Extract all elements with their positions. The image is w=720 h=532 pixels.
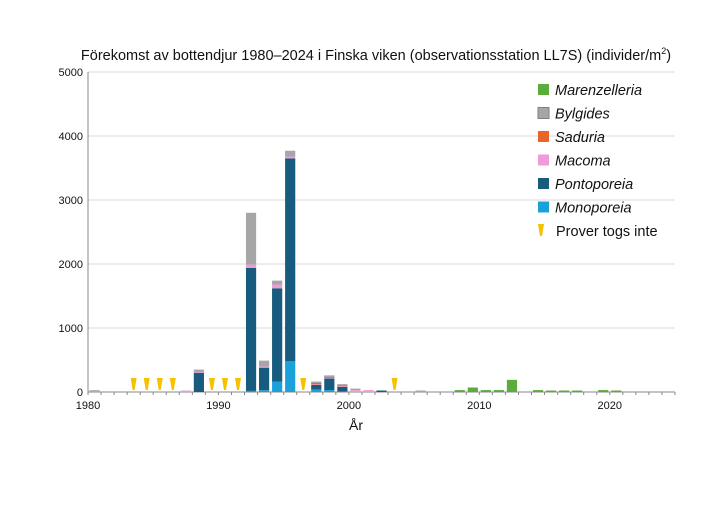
bars (89, 150, 622, 392)
bar-segment-marenzelleria (545, 390, 557, 392)
no-sample-marker (300, 378, 307, 390)
bar-segment-macoma (363, 390, 374, 392)
chart-title-close: ) (666, 48, 671, 64)
bar-segment-pontoporeia (311, 384, 322, 390)
legend-label: Pontoporeia (555, 177, 633, 193)
gridlines (88, 71, 675, 329)
bar-segment-macoma (180, 390, 191, 392)
bar-segment-marenzelleria (611, 390, 622, 392)
bar-segment-macoma (259, 366, 270, 368)
no-sample-marker (221, 378, 228, 390)
x-tick-label: 1980 (76, 400, 100, 412)
bar-segment-bylgides (415, 390, 426, 392)
chart-title: Förekomst av bottendjur 1980–2024 i Fins… (81, 46, 671, 64)
x-tick-label: 1990 (206, 400, 230, 412)
bar-segment-macoma (350, 390, 361, 392)
bar-segment-macoma (245, 264, 257, 268)
bar-segment-marenzelleria (467, 387, 478, 392)
y-axis: 0 1000 2000 3000 4000 5000 (59, 67, 89, 399)
bar-segment-bylgides (324, 375, 335, 378)
x-tick-label: 2020 (598, 400, 622, 412)
bar-segment-pontoporeia (272, 288, 283, 382)
bar-segment-bylgides (337, 384, 348, 386)
no-sample-markers (130, 378, 398, 390)
no-sample-marker (169, 378, 176, 390)
legend-swatch-marenzelleria (538, 84, 549, 95)
bar-segment-bylgides (89, 390, 100, 392)
bar-segment-marenzelleria (506, 379, 518, 392)
no-sample-marker (156, 378, 163, 390)
legend-swatch-saduria (538, 131, 549, 142)
no-sample-marker (143, 378, 150, 390)
legend: Marenzelleria Bylgides Saduria Macoma Pontop… (537, 83, 658, 240)
bar-segment-pontoporeia (245, 267, 257, 391)
bar-segment-macoma (285, 156, 296, 159)
bar-segment-bylgides (311, 381, 322, 384)
bar-segment-marenzelleria (572, 390, 583, 392)
bar-segment-marenzelleria (559, 390, 570, 392)
legend-swatch-macoma (538, 154, 549, 166)
bar-segment-bylgides (285, 150, 296, 157)
chart-title-sup: 2 (661, 46, 666, 56)
chart-title-main: Förekomst av bottendjur 1980–2024 i Fins… (81, 48, 661, 64)
bar-segment-monoporeia (311, 389, 322, 392)
no-sample-marker (235, 378, 242, 390)
bar-segment-marenzelleria (598, 390, 609, 392)
x-tick-label: 2000 (337, 400, 361, 412)
bar-segment-bylgides (245, 212, 257, 265)
y-tick-label: 0 (77, 387, 83, 399)
bar-segment-bylgides (272, 280, 283, 285)
y-tick-label: 3000 (59, 195, 83, 207)
no-sample-marker (130, 378, 137, 390)
bar-segment-marenzelleria (454, 390, 465, 392)
bar-segment-marenzelleria (493, 390, 504, 392)
bar-segment-bylgides (350, 388, 361, 391)
bar-segment-pontoporeia (259, 367, 270, 391)
legend-swatch-monoporeia (538, 201, 549, 213)
bar-segment-monoporeia (259, 390, 270, 392)
bar-segment-saduria (311, 382, 322, 385)
y-tick-label: 5000 (59, 67, 83, 79)
bar-segment-pontoporeia (376, 390, 387, 392)
no-sample-marker (391, 378, 398, 390)
bar-segment-bylgides (193, 369, 204, 373)
legend-no-sample-icon (538, 224, 544, 236)
bar-segment-marenzelleria (480, 390, 491, 392)
legend-label: Marenzelleria (555, 83, 642, 99)
bar-segment-pontoporeia (324, 378, 335, 391)
no-sample-marker (208, 378, 215, 390)
bar-segment-bylgides (259, 360, 270, 367)
legend-label: Macoma (555, 154, 611, 170)
y-tick-label: 2000 (59, 259, 83, 271)
bar-segment-pontoporeia (193, 372, 204, 392)
legend-swatch-pontoporeia (538, 178, 549, 189)
legend-swatch-bylgides (537, 107, 550, 119)
bar-segment-macoma (272, 284, 283, 289)
legend-label: Prover togs inte (556, 224, 658, 240)
y-tick-label: 1000 (59, 323, 83, 335)
x-tick-label: 2010 (467, 400, 491, 412)
bar-segment-pontoporeia (285, 158, 296, 362)
bar-segment-marenzelleria (532, 390, 544, 392)
bar-segment-monoporeia (324, 390, 335, 392)
y-tick-label: 4000 (59, 131, 83, 143)
legend-label: Bylgides (555, 107, 610, 123)
x-axis: 1980 1990 2000 2010 2020 (76, 391, 676, 412)
bar-segment-pontoporeia (337, 386, 348, 392)
legend-label: Saduria (555, 130, 605, 146)
x-axis-label: År (349, 417, 363, 433)
bar-segment-monoporeia (272, 381, 283, 392)
legend-label: Monoporeia (555, 201, 632, 217)
bar-segment-monoporeia (285, 361, 296, 392)
bar-segment-monoporeia (245, 390, 257, 392)
